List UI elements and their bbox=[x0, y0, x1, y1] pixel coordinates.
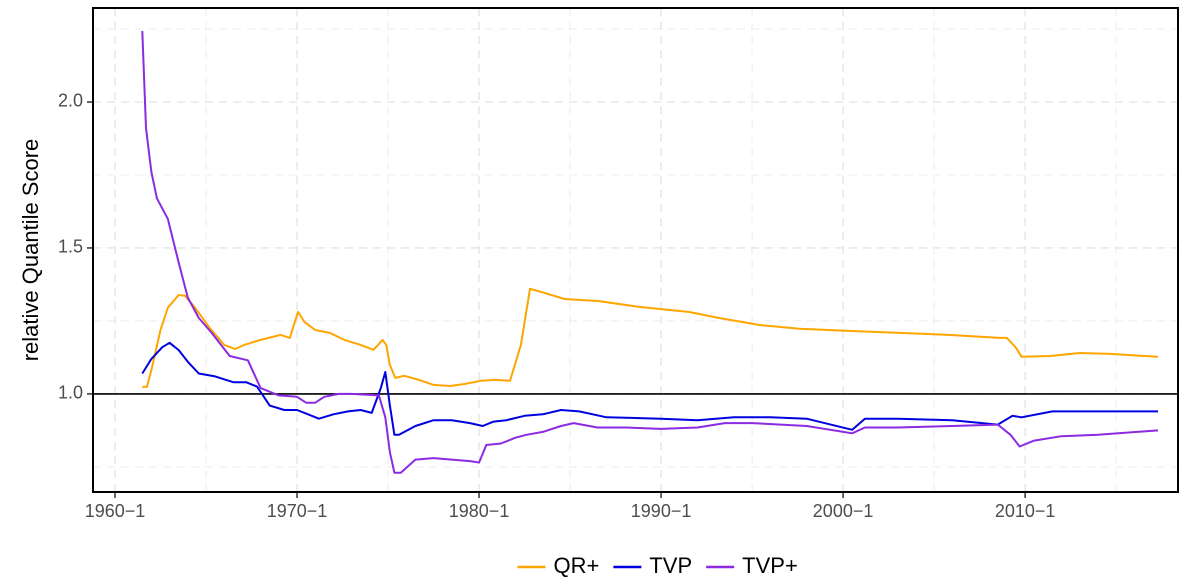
series-line bbox=[141, 341, 1158, 436]
x-tick-label: 2010−1 bbox=[995, 501, 1056, 521]
x-tick-label: 1990−1 bbox=[631, 501, 692, 521]
plot-border bbox=[92, 7, 1179, 493]
y-tick-label: 1.5 bbox=[58, 237, 83, 257]
x-tick-label: 1980−1 bbox=[449, 501, 510, 521]
y-tick-label: 1.0 bbox=[58, 383, 83, 403]
x-tick-label: 2000−1 bbox=[813, 501, 874, 521]
legend-label: TVP+ bbox=[742, 553, 798, 578]
x-tick-label: 1960−1 bbox=[85, 501, 146, 521]
legend-label: QR+ bbox=[554, 553, 600, 578]
legend-label: TVP bbox=[649, 553, 692, 578]
series-line bbox=[141, 31, 1159, 474]
y-tick-label: 2.0 bbox=[58, 91, 83, 111]
y-axis-title: relative Quantile Score bbox=[18, 139, 43, 362]
series-line bbox=[142, 287, 1159, 388]
x-tick-label: 1970−1 bbox=[267, 501, 328, 521]
